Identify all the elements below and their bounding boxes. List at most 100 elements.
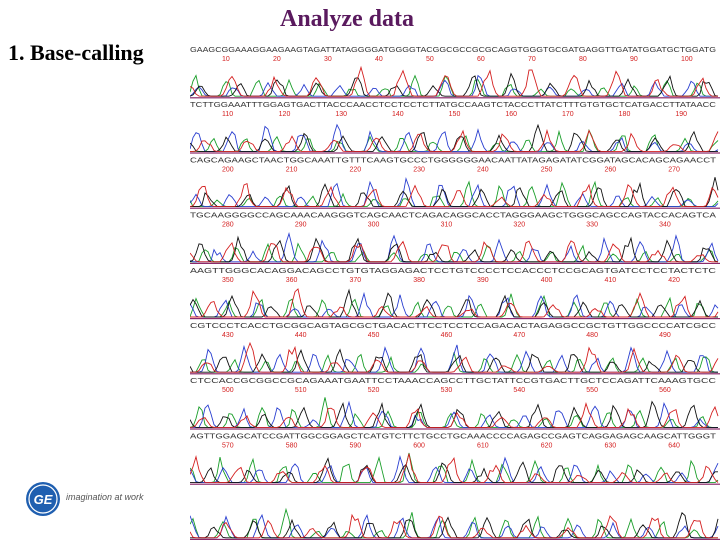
position-tick-label: 130 xyxy=(335,111,347,118)
position-tick-label: 560 xyxy=(659,387,671,394)
position-tick-label: 330 xyxy=(586,222,598,229)
position-tick-label: 480 xyxy=(586,332,598,339)
position-tick-label: 450 xyxy=(368,332,380,339)
position-tick-label: 240 xyxy=(477,166,489,173)
position-tick-label: 230 xyxy=(413,166,425,173)
fluorescence-trace xyxy=(190,128,719,152)
row-divider xyxy=(190,262,720,264)
section-heading: 1. Base-calling xyxy=(8,40,144,65)
fluorescence-trace xyxy=(190,177,719,208)
position-tick-label: 360 xyxy=(286,277,298,284)
position-tick-label: 350 xyxy=(222,277,234,284)
ge-monogram-icon: GE xyxy=(26,482,60,516)
fluorescence-trace xyxy=(190,457,718,484)
position-tick-label: 150 xyxy=(449,111,461,118)
fluorescence-trace xyxy=(190,123,718,152)
position-tick-label: 470 xyxy=(513,332,525,339)
position-tick-label: 110 xyxy=(222,111,233,118)
position-tick-label: 100 xyxy=(681,56,693,63)
fluorescence-trace xyxy=(190,182,719,208)
position-tick-label: 410 xyxy=(605,277,617,284)
position-tick-label: 140 xyxy=(392,111,404,118)
base-sequence: GAAGCGGAAAGGAAGAAGTAGATTATAGGGGATGGGGTAC… xyxy=(190,45,716,54)
position-tick-label: 340 xyxy=(659,222,671,229)
position-tick-label: 600 xyxy=(413,442,425,449)
position-tick-label: 290 xyxy=(295,222,307,229)
chromatogram-row: TGCAAGGGGCCAGCAAACAAGGGTCAGCAACTCAGACAGG… xyxy=(190,211,720,264)
position-tick-label: 310 xyxy=(441,222,453,229)
logo-tagline: imagination at work xyxy=(66,492,144,502)
position-tick-label: 250 xyxy=(541,166,553,173)
ge-brand-text: GE xyxy=(34,492,53,507)
fluorescence-trace xyxy=(190,513,718,539)
position-tick-label: 400 xyxy=(541,277,553,284)
position-tick-label: 570 xyxy=(222,442,234,449)
position-tick-label: 530 xyxy=(441,387,453,394)
position-tick-label: 160 xyxy=(505,111,517,118)
row-divider xyxy=(190,97,720,99)
fluorescence-trace xyxy=(190,176,719,208)
row-divider xyxy=(190,538,720,540)
position-tick-label: 420 xyxy=(668,277,680,284)
base-sequence: CAGCAGAAGCTAACTGGCAAATTGTTTCAAGTGCCCTGGG… xyxy=(190,155,717,164)
chromatogram-row: CTCCACCGCGGCCGCAGAAATGAATTCCTAAACCAGCCTT… xyxy=(190,376,720,430)
position-tick-label: 390 xyxy=(477,277,489,284)
position-tick-label: 610 xyxy=(477,442,489,449)
fluorescence-trace xyxy=(190,341,719,373)
fluorescence-trace xyxy=(190,344,718,373)
position-tick-label: 170 xyxy=(562,111,574,118)
position-tick-label: 580 xyxy=(286,442,298,449)
position-tick-label: 440 xyxy=(295,332,307,339)
base-sequence: CTCCACCGCGGCCGCAGAAATGAATTCCTAAACCAGCCTT… xyxy=(190,376,717,385)
position-tick-label: 210 xyxy=(286,166,298,173)
fluorescence-trace xyxy=(190,242,719,263)
position-tick-label: 260 xyxy=(605,166,617,173)
position-tick-label: 500 xyxy=(222,387,234,394)
position-tick-label: 320 xyxy=(513,222,525,229)
base-sequence: TCTTGGAAATTTGGAGTGACTTACCCAACCTCCTCCTCTT… xyxy=(190,100,717,109)
fluorescence-trace xyxy=(190,402,719,428)
position-tick-label: 490 xyxy=(659,332,671,339)
position-tick-label: 430 xyxy=(222,332,234,339)
position-tick-label: 520 xyxy=(368,387,380,394)
position-tick-label: 460 xyxy=(441,332,453,339)
position-tick-label: 70 xyxy=(528,56,536,63)
position-tick-label: 300 xyxy=(368,222,380,229)
ge-logo: GE imagination at work xyxy=(24,478,184,522)
fluorescence-trace xyxy=(190,288,719,318)
chromatogram-row xyxy=(190,507,720,540)
chromatogram-row: AGTTGGAGCATCCGATTGGCGGAGCTCATGTCTTCTGCCT… xyxy=(190,431,720,485)
position-tick-label: 60 xyxy=(477,56,485,63)
position-tick-label: 590 xyxy=(350,442,362,449)
fluorescence-trace xyxy=(190,400,718,428)
position-tick-label: 280 xyxy=(222,222,234,229)
fluorescence-trace xyxy=(190,507,718,539)
position-tick-label: 190 xyxy=(675,111,687,118)
fluorescence-trace xyxy=(190,65,718,97)
position-tick-label: 380 xyxy=(413,277,425,284)
chromatogram-row: CAGCAGAAGCTAACTGGCAAATTGTTTCAAGTGCCCTGGG… xyxy=(190,155,720,209)
base-sequence: AAGTTGGGCACAGGACAGCCTGTGTAGGAGACTCCTGTCC… xyxy=(190,266,717,275)
chromatogram-panel: GAAGCGGAAAGGAAGAAGTAGATTATAGGGGATGGGGTAC… xyxy=(190,44,720,540)
position-tick-label: 270 xyxy=(668,166,680,173)
position-tick-label: 40 xyxy=(375,56,383,63)
base-sequence: TGCAAGGGGCCAGCAAACAAGGGTCAGCAACTCAGACAGG… xyxy=(190,211,716,220)
position-tick-label: 20 xyxy=(273,56,281,63)
chromatogram-row: CGTCCCTCACCTGCGGCAGTAGCGCTGACACTTCCTCCTC… xyxy=(190,321,720,375)
row-divider xyxy=(190,483,720,485)
position-tick-label: 630 xyxy=(605,442,617,449)
position-tick-label: 640 xyxy=(668,442,680,449)
position-tick-label: 620 xyxy=(541,442,553,449)
chromatogram-traces: GAAGCGGAAAGGAAGAAGTAGATTATAGGGGATGGGGTAC… xyxy=(190,45,720,540)
slide-title: Analyze data xyxy=(280,6,414,32)
row-divider xyxy=(190,373,720,375)
position-tick-label: 370 xyxy=(350,277,362,284)
row-divider xyxy=(190,428,720,430)
fluorescence-trace xyxy=(190,240,718,263)
position-tick-label: 120 xyxy=(279,111,291,118)
row-divider xyxy=(190,318,720,320)
fluorescence-trace xyxy=(190,513,719,539)
fluorescence-trace xyxy=(190,400,718,428)
row-divider xyxy=(190,207,720,209)
fluorescence-trace xyxy=(190,235,719,263)
